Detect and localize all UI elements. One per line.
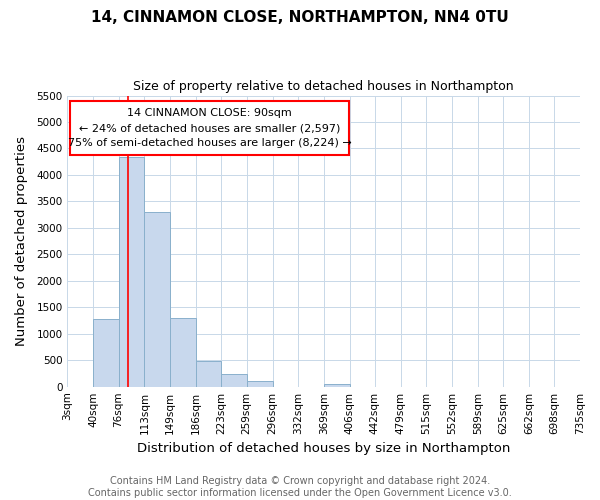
Bar [247, 382, 272, 386]
X-axis label: Distribution of detached houses by size in Northampton: Distribution of detached houses by size … [137, 442, 511, 455]
Bar [324, 384, 350, 386]
Text: 75% of semi-detached houses are larger (8,224) →: 75% of semi-detached houses are larger (… [68, 138, 352, 148]
Title: Size of property relative to detached houses in Northampton: Size of property relative to detached ho… [133, 80, 514, 93]
Bar [145, 212, 170, 386]
FancyBboxPatch shape [70, 102, 349, 155]
Bar [94, 319, 119, 386]
Text: ← 24% of detached houses are smaller (2,597): ← 24% of detached houses are smaller (2,… [79, 124, 340, 134]
Text: 14, CINNAMON CLOSE, NORTHAMPTON, NN4 0TU: 14, CINNAMON CLOSE, NORTHAMPTON, NN4 0TU [91, 10, 509, 25]
Text: Contains HM Land Registry data © Crown copyright and database right 2024.
Contai: Contains HM Land Registry data © Crown c… [88, 476, 512, 498]
Bar [170, 318, 196, 386]
Bar [221, 374, 247, 386]
Y-axis label: Number of detached properties: Number of detached properties [15, 136, 28, 346]
Bar [119, 157, 145, 386]
Text: 14 CINNAMON CLOSE: 90sqm: 14 CINNAMON CLOSE: 90sqm [127, 108, 292, 118]
Bar [196, 360, 221, 386]
